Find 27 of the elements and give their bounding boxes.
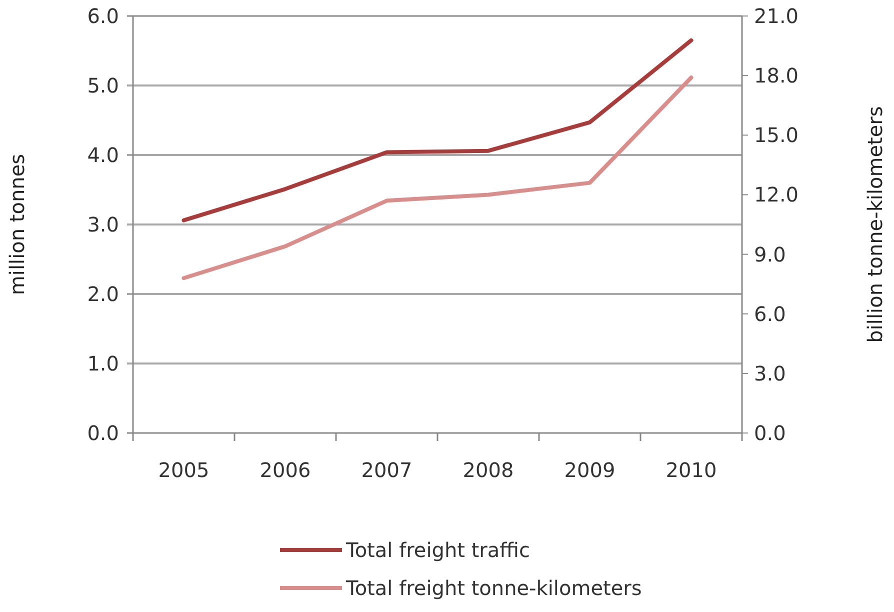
x-tick-label: 2009 [564,458,616,482]
y2-tick-label: 3.0 [754,361,786,386]
line-series [182,38,694,222]
y-tick-label: 1.0 [87,352,119,376]
y2-tick-label: 0.0 [754,421,786,445]
legend-label: Total freight tonne-kilometers [345,576,642,600]
y-tick-label: 2.0 [87,282,119,306]
x-tick-label: 2006 [260,458,311,482]
y-tick-label: 3.0 [87,212,119,236]
y2-tick-label: 12.0 [754,182,799,207]
y2-tick-label: 15.0 [754,123,799,148]
x-tick-label: 2010 [666,458,717,482]
line-series [182,76,694,280]
y-axis-title: million tonnes [5,154,29,296]
y2-tick-label: 21.0 [754,4,799,28]
y-tick-label: 6.0 [87,4,119,28]
x-tick-label: 2005 [158,458,210,482]
x-tick-label: 2007 [361,458,412,482]
y2-tick-label: 9.0 [754,242,786,266]
y-tick-label: 4.0 [87,143,119,167]
legend-label: Total freight traffic [345,538,530,562]
y2-tick-label: 18.0 [754,64,799,88]
x-tick-label: 2008 [462,458,514,482]
y2-axis-title: billion tonne-kilometers [863,106,887,343]
y-tick-label: 0.0 [87,421,119,445]
y2-tick-label: 6.0 [754,302,786,326]
y-tick-label: 5.0 [87,74,119,98]
